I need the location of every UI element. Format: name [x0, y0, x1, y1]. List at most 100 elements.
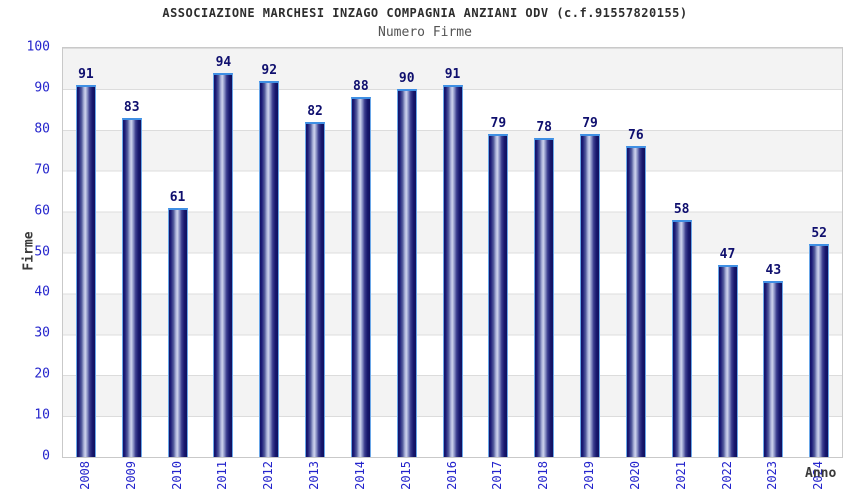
bar — [121, 117, 142, 457]
x-tick-label: 2012 — [261, 461, 276, 490]
bar-column: 76 — [613, 48, 659, 457]
x-axis: 2008 2009 2010 2011 2012 2013 2014 2015 2016 2017… — [62, 459, 841, 500]
bar-value-label: 52 — [811, 226, 827, 242]
x-tick-label: 2008 — [77, 461, 92, 490]
y-tick-label: 10 — [34, 407, 50, 423]
x-tick-cell: 2021 — [658, 459, 704, 500]
bar-column: 79 — [567, 48, 613, 457]
bar — [580, 133, 601, 457]
chart-subtitle: Numero Firme — [378, 25, 472, 40]
y-tick-label: 90 — [34, 80, 50, 96]
x-tick-label: 2020 — [627, 461, 642, 490]
bar-column: 90 — [384, 48, 430, 457]
bar-column: 78 — [521, 48, 567, 457]
y-tick-label: 70 — [34, 162, 50, 178]
x-tick-label: 2018 — [536, 461, 551, 490]
x-tick-cell: 2023 — [749, 459, 795, 500]
y-tick-label: 0 — [42, 448, 50, 464]
x-tick-cell: 2015 — [383, 459, 429, 500]
bar-value-label: 79 — [490, 115, 507, 131]
x-tick-label: 2013 — [307, 461, 322, 490]
bar-column: 43 — [750, 48, 796, 457]
bar-value-label: 82 — [307, 103, 323, 119]
bar-value-label: 83 — [123, 99, 140, 115]
bar — [75, 84, 96, 457]
x-tick-label: 2017 — [490, 461, 505, 490]
bar-column: 82 — [292, 48, 338, 457]
bar — [763, 281, 784, 457]
x-tick-label: 2015 — [398, 461, 413, 490]
bar — [442, 84, 463, 457]
x-tick-cell: 2011 — [199, 459, 245, 500]
x-tick-label: 2010 — [169, 461, 184, 490]
x-tick-cell: 2010 — [154, 459, 200, 500]
bar-value-label: 78 — [536, 119, 553, 135]
bar-column: 88 — [338, 48, 384, 457]
bar-value-label: 88 — [353, 79, 369, 95]
bar-column: 83 — [109, 48, 155, 457]
bar — [305, 121, 326, 457]
bar-value-label: 92 — [261, 62, 278, 78]
bar-column: 92 — [246, 48, 292, 457]
bar-value-label: 76 — [628, 128, 644, 144]
bar — [671, 219, 692, 457]
bar — [488, 133, 509, 457]
bar-value-label: 79 — [582, 115, 598, 131]
x-tick-cell: 2014 — [337, 459, 383, 500]
x-tick-label: 2016 — [444, 461, 459, 490]
x-tick-label: 2009 — [123, 461, 138, 490]
y-tick-label: 80 — [34, 121, 50, 137]
bar — [350, 97, 371, 457]
x-tick-cell: 2022 — [704, 459, 750, 500]
bar-value-label: 91 — [78, 66, 94, 82]
bar-value-label: 58 — [673, 201, 690, 217]
x-tick-cell: 2019 — [566, 459, 612, 500]
plot-area: 91 83 61 94 92 82 88 90 91 79 78 79 76 58 47 43 52 — [62, 47, 843, 458]
y-tick-label: 60 — [34, 203, 50, 219]
bar-value-label: 47 — [719, 246, 736, 262]
bar — [717, 264, 738, 457]
y-tick-label: 50 — [34, 244, 50, 259]
x-tick-label: 2021 — [673, 461, 688, 490]
bar-value-label: 90 — [398, 70, 415, 86]
bar-value-label: 43 — [765, 263, 782, 279]
bar-column: 52 — [796, 48, 842, 457]
y-tick-label: 100 — [26, 39, 50, 55]
bar-value-label: 91 — [444, 66, 461, 82]
x-tick-label: 2019 — [582, 461, 597, 490]
x-tick-cell: 2017 — [474, 459, 520, 500]
bar-column: 58 — [659, 48, 705, 457]
x-tick-label: 2023 — [765, 461, 780, 490]
x-tick-cell: 2016 — [429, 459, 475, 500]
bar-column: 91 — [63, 48, 109, 457]
bar — [809, 244, 830, 457]
x-tick-cell: 2013 — [291, 459, 337, 500]
bar-value-label: 94 — [215, 54, 232, 70]
bar — [167, 207, 188, 457]
x-tick-label: 2022 — [719, 461, 734, 490]
y-axis: 100 90 80 70 60 50 40 30 20 10 0 — [0, 40, 56, 464]
bar-value-label: 61 — [169, 189, 186, 205]
bar-column: 94 — [200, 48, 246, 457]
chart-title: ASSOCIAZIONE MARCHESI INZAGO COMPAGNIA A… — [162, 6, 688, 20]
x-tick-cell: 2020 — [612, 459, 658, 500]
bar — [259, 80, 280, 457]
bar-column: 47 — [705, 48, 751, 457]
y-tick-label: 30 — [34, 325, 50, 341]
bar-column: 91 — [430, 48, 476, 457]
y-tick-label: 40 — [34, 284, 50, 300]
bar — [534, 137, 555, 457]
x-tick-cell: 2009 — [108, 459, 154, 500]
bar — [213, 72, 234, 457]
x-axis-title: Anno — [805, 466, 837, 481]
bar-column: 79 — [475, 48, 521, 457]
x-tick-label: 2011 — [215, 461, 230, 490]
x-tick-cell: 2008 — [62, 459, 108, 500]
x-tick-label: 2014 — [352, 461, 367, 490]
x-tick-cell: 2012 — [245, 459, 291, 500]
bar — [396, 88, 417, 457]
bar — [625, 146, 646, 457]
y-tick-label: 20 — [34, 366, 50, 382]
bar-column: 61 — [155, 48, 201, 457]
